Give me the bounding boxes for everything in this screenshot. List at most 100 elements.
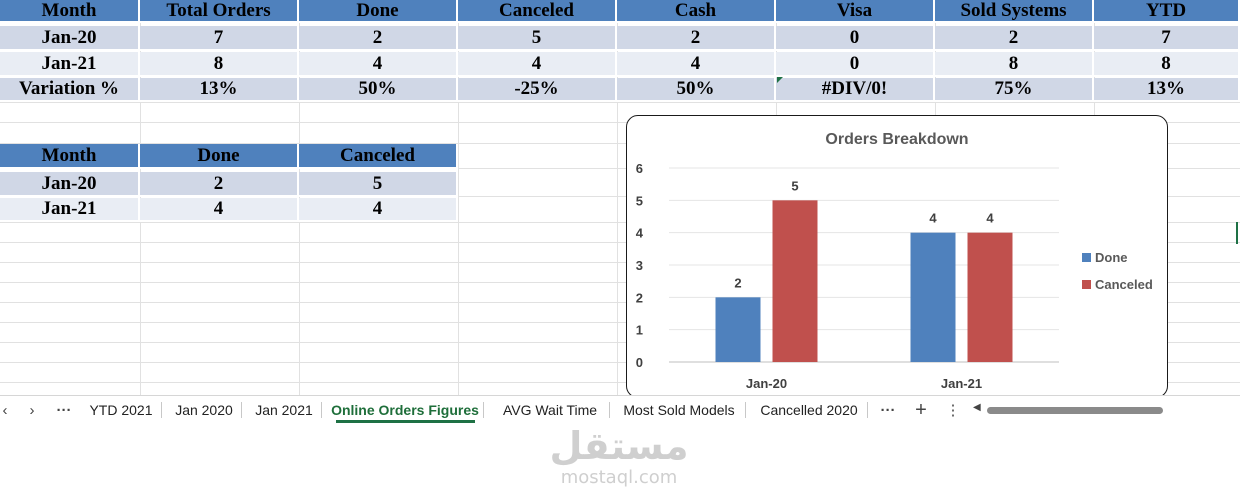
summary-cell[interactable]: 0 bbox=[776, 52, 935, 77]
more-sheets-left-button[interactable]: ··· bbox=[56, 401, 72, 419]
summary-cell[interactable]: 50% bbox=[617, 78, 776, 102]
legend-swatch-done bbox=[1082, 253, 1091, 262]
summary-cell[interactable]: 4 bbox=[617, 52, 776, 77]
bar-canceled-jan-21 bbox=[967, 232, 1013, 362]
sheet-tab-bar: ‹ › ··· YTD 2021 Jan 2020 Jan 2021 Online O… bbox=[0, 395, 1240, 425]
watermark-arabic: مستقل bbox=[549, 424, 689, 468]
y-tick-label: 0 bbox=[636, 355, 643, 370]
summary-cell[interactable]: 7 bbox=[1094, 26, 1240, 51]
selected-cell-marker bbox=[1236, 222, 1240, 244]
tab-separator bbox=[609, 402, 610, 418]
horizontal-scrollbar[interactable]: ◀ bbox=[973, 402, 1235, 414]
summary-cell[interactable]: Jan-21 bbox=[0, 52, 140, 77]
summary-cell[interactable]: 50% bbox=[299, 78, 458, 102]
tab-separator bbox=[241, 402, 242, 418]
summary-header-cell[interactable]: Visa bbox=[776, 0, 935, 23]
small-cell[interactable]: Jan-20 bbox=[0, 172, 140, 197]
summary-cell[interactable]: 8 bbox=[935, 52, 1094, 77]
sheet-tab-jan-2020[interactable]: Jan 2020 bbox=[175, 402, 233, 418]
data-label: 4 bbox=[986, 211, 994, 226]
summary-cell[interactable]: 2 bbox=[299, 26, 458, 51]
row-gridline bbox=[0, 322, 1240, 323]
sheet-tab-online-orders-figures[interactable]: Online Orders Figures bbox=[331, 402, 479, 418]
summary-cell[interactable]: 13% bbox=[1094, 78, 1240, 102]
row-gridline bbox=[0, 282, 1240, 283]
row-gridline bbox=[0, 196, 1240, 197]
summary-cell[interactable]: 4 bbox=[299, 52, 458, 77]
summary-header-cell[interactable]: Canceled bbox=[458, 0, 617, 23]
active-tab-underline bbox=[336, 420, 475, 423]
summary-header-cell[interactable]: Cash bbox=[617, 0, 776, 23]
sheet-tab-jan-2021[interactable]: Jan 2021 bbox=[255, 402, 313, 418]
more-sheets-right-button[interactable]: ··· bbox=[880, 401, 896, 419]
summary-cell[interactable]: 0 bbox=[776, 26, 935, 51]
summary-cell[interactable]: 5 bbox=[458, 26, 617, 51]
options-icon[interactable]: ⋮ bbox=[945, 402, 961, 419]
tab-separator bbox=[321, 402, 322, 418]
bar-done-jan-21 bbox=[910, 232, 956, 362]
next-sheet-button[interactable]: › bbox=[29, 401, 35, 419]
x-tick-label: Jan-20 bbox=[746, 376, 787, 391]
chart-title: Orders Breakdown bbox=[825, 131, 968, 148]
row-gridline bbox=[0, 302, 1240, 303]
summary-header-cell[interactable]: YTD bbox=[1094, 0, 1240, 23]
small-cell[interactable]: 2 bbox=[140, 172, 299, 197]
summary-cell[interactable]: 2 bbox=[935, 26, 1094, 51]
row-gridline bbox=[0, 242, 1240, 243]
previous-sheet-button[interactable]: ‹ bbox=[2, 401, 8, 419]
summary-cell[interactable]: 7 bbox=[140, 26, 299, 51]
tab-separator bbox=[161, 402, 162, 418]
row-gridline bbox=[0, 382, 1240, 383]
sheet-tab-avg-wait-time[interactable]: AVG Wait Time bbox=[502, 402, 598, 418]
small-cell[interactable]: Jan-21 bbox=[0, 198, 140, 222]
small-header-cell[interactable]: Month bbox=[0, 144, 140, 169]
orders-breakdown-chart[interactable]: Orders Breakdown 0 1 2 3 4 5 6 2 5 Jan-20 4 4 Jan-21 D… bbox=[626, 115, 1168, 398]
scroll-left-icon[interactable]: ◀ bbox=[973, 402, 981, 413]
summary-header-cell[interactable]: Done bbox=[299, 0, 458, 23]
y-tick-label: 2 bbox=[636, 290, 643, 305]
summary-cell[interactable]: Variation % bbox=[0, 78, 140, 102]
tab-separator bbox=[867, 402, 868, 418]
sheet-tab-cancelled-2020[interactable]: Cancelled 2020 bbox=[760, 402, 858, 418]
summary-cell[interactable]: Jan-20 bbox=[0, 26, 140, 51]
chart-canvas: Orders Breakdown 0 1 2 3 4 5 6 2 5 Jan-20 4 4 Jan-21 D… bbox=[636, 131, 1153, 391]
summary-header-cell[interactable]: Month bbox=[0, 0, 140, 23]
summary-cell[interactable]: 8 bbox=[1094, 52, 1240, 77]
small-cell[interactable]: 5 bbox=[299, 172, 458, 197]
small-header-cell[interactable]: Canceled bbox=[299, 144, 458, 169]
x-tick-label: Jan-21 bbox=[941, 376, 982, 391]
summary-cell[interactable]: 8 bbox=[140, 52, 299, 77]
summary-cell[interactable]: 2 bbox=[617, 26, 776, 51]
small-cell[interactable]: 4 bbox=[140, 198, 299, 222]
y-tick-label: 5 bbox=[636, 193, 643, 208]
y-tick-label: 1 bbox=[636, 323, 643, 338]
mostaql-watermark: مستقل mostaql.com bbox=[544, 424, 694, 488]
summary-cell[interactable]: 4 bbox=[458, 52, 617, 77]
summary-header-cell[interactable]: Sold Systems bbox=[935, 0, 1094, 23]
summary-cell[interactable]: 13% bbox=[140, 78, 299, 102]
summary-cell[interactable]: 75% bbox=[935, 78, 1094, 102]
row-gridline bbox=[0, 342, 1240, 343]
small-header-cell[interactable]: Done bbox=[140, 144, 299, 169]
sheet-tab-ytd-2021[interactable]: YTD 2021 bbox=[89, 402, 153, 418]
small-cell[interactable]: 4 bbox=[299, 198, 458, 222]
row-gridline bbox=[0, 122, 1240, 123]
add-sheet-button[interactable]: + bbox=[915, 398, 927, 421]
bar-canceled-jan-20 bbox=[772, 200, 818, 362]
data-label: 4 bbox=[929, 211, 937, 226]
error-indicator-icon bbox=[777, 77, 783, 83]
sheet-tab-most-sold-models[interactable]: Most Sold Models bbox=[623, 402, 735, 418]
row-gridline bbox=[0, 262, 1240, 263]
tab-separator bbox=[483, 402, 484, 418]
row-gridline bbox=[0, 222, 1240, 223]
summary-cell[interactable]: #DIV/0! bbox=[776, 78, 935, 102]
y-tick-label: 3 bbox=[636, 258, 643, 273]
row-gridline bbox=[0, 362, 1240, 363]
summary-cell[interactable]: -25% bbox=[458, 78, 617, 102]
summary-header-cell[interactable]: Total Orders bbox=[140, 0, 299, 23]
data-label: 5 bbox=[791, 178, 798, 193]
bar-done-jan-20 bbox=[715, 297, 761, 362]
row-gridline bbox=[0, 168, 1240, 169]
row-gridline bbox=[0, 143, 1240, 144]
scrollbar-thumb[interactable] bbox=[987, 407, 1163, 414]
